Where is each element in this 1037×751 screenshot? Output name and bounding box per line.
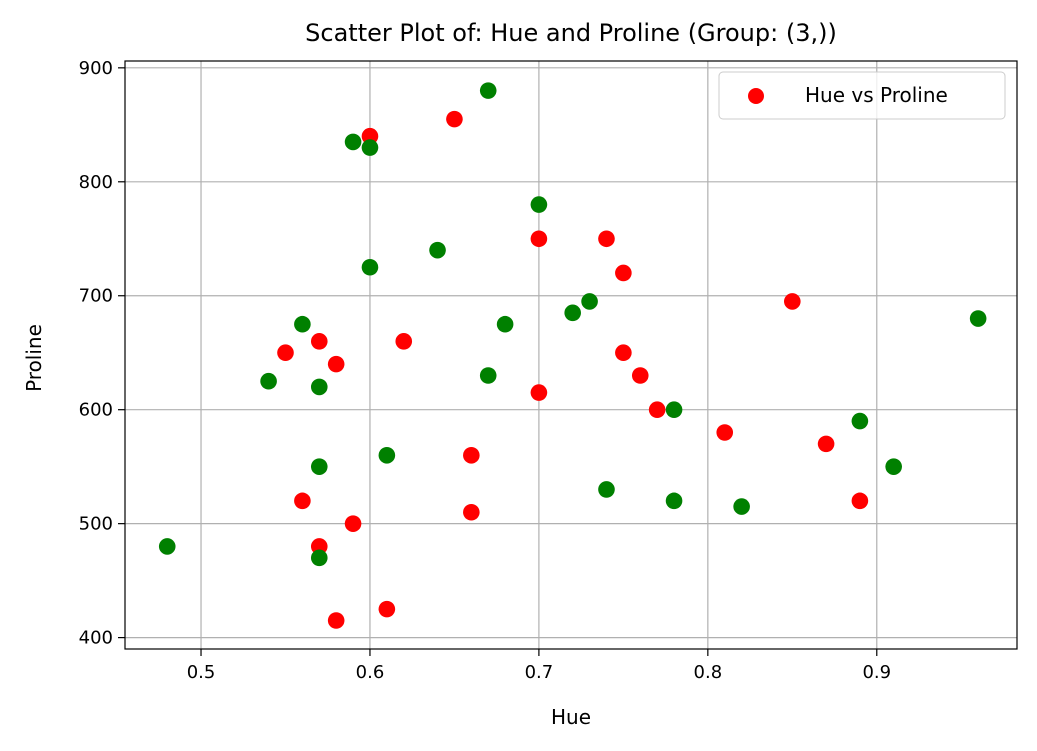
red-point — [615, 344, 632, 362]
x-axis-ticks: 0.5 0.6 0.7 0.8 0.9 — [187, 649, 891, 683]
y-tick-label: 900 — [79, 58, 113, 79]
green-point — [564, 304, 581, 322]
green-point — [496, 315, 514, 333]
green-point — [310, 378, 328, 396]
plot-frame — [124, 60, 1018, 650]
green-point — [429, 241, 446, 259]
grid-lines — [125, 61, 1017, 649]
x-tick-label: 0.9 — [862, 662, 891, 683]
red-point — [294, 492, 311, 510]
green-point — [733, 498, 750, 515]
red-point — [277, 344, 294, 362]
chart-title: Scatter Plot of: Hue and Proline (Group:… — [305, 19, 837, 47]
red-point — [395, 333, 413, 350]
red-point — [648, 401, 666, 418]
green-point — [310, 549, 328, 567]
green-point — [361, 258, 379, 276]
red-point — [631, 367, 649, 384]
red-point — [716, 424, 734, 441]
red-point — [310, 333, 328, 350]
green-point — [378, 446, 396, 464]
green-point — [885, 458, 902, 475]
green-point — [598, 481, 615, 498]
y-axis-label: Proline — [22, 324, 46, 392]
red-point — [598, 230, 615, 248]
y-tick-label: 500 — [79, 514, 113, 535]
legend: Hue vs Proline — [718, 71, 1006, 120]
x-tick-label: 0.5 — [187, 662, 216, 683]
legend-marker — [748, 88, 764, 104]
red-point — [817, 435, 835, 453]
y-tick-label: 700 — [79, 286, 113, 307]
green-point — [344, 133, 362, 151]
y-tick-label: 400 — [79, 628, 113, 649]
green-point — [158, 538, 176, 555]
red-point — [361, 127, 379, 145]
red-point — [327, 612, 345, 629]
red-point — [615, 264, 632, 282]
green-point — [665, 401, 683, 418]
green-point — [479, 82, 497, 99]
red-point — [344, 515, 362, 532]
green-point — [361, 139, 379, 156]
red-point — [378, 600, 396, 618]
red-point — [530, 384, 548, 401]
x-tick-label: 0.8 — [694, 662, 723, 683]
green-point — [851, 412, 869, 430]
red-point — [310, 538, 328, 555]
red-point — [784, 293, 801, 310]
legend-box — [718, 71, 1006, 120]
red-point — [463, 503, 480, 521]
green-point — [294, 315, 311, 333]
x-tick-label: 0.7 — [525, 662, 554, 683]
y-tick-label: 600 — [79, 400, 113, 421]
x-axis-label: Hue — [551, 705, 591, 729]
y-axis-ticks: 400 500 600 700 800 900 — [79, 58, 125, 649]
red-point — [327, 355, 345, 373]
red-point — [530, 230, 548, 248]
green-point — [665, 492, 683, 510]
green-point — [530, 196, 548, 213]
green-point — [260, 372, 277, 390]
data-points — [158, 82, 987, 629]
legend-label: Hue vs Proline — [805, 83, 948, 107]
red-point — [851, 492, 869, 510]
y-tick-label: 800 — [79, 172, 113, 193]
green-point — [581, 293, 598, 310]
green-point — [969, 310, 987, 327]
green-point — [310, 458, 328, 475]
green-point — [479, 367, 497, 384]
x-tick-label: 0.6 — [356, 662, 385, 683]
red-point — [463, 446, 480, 464]
red-point — [446, 110, 463, 128]
